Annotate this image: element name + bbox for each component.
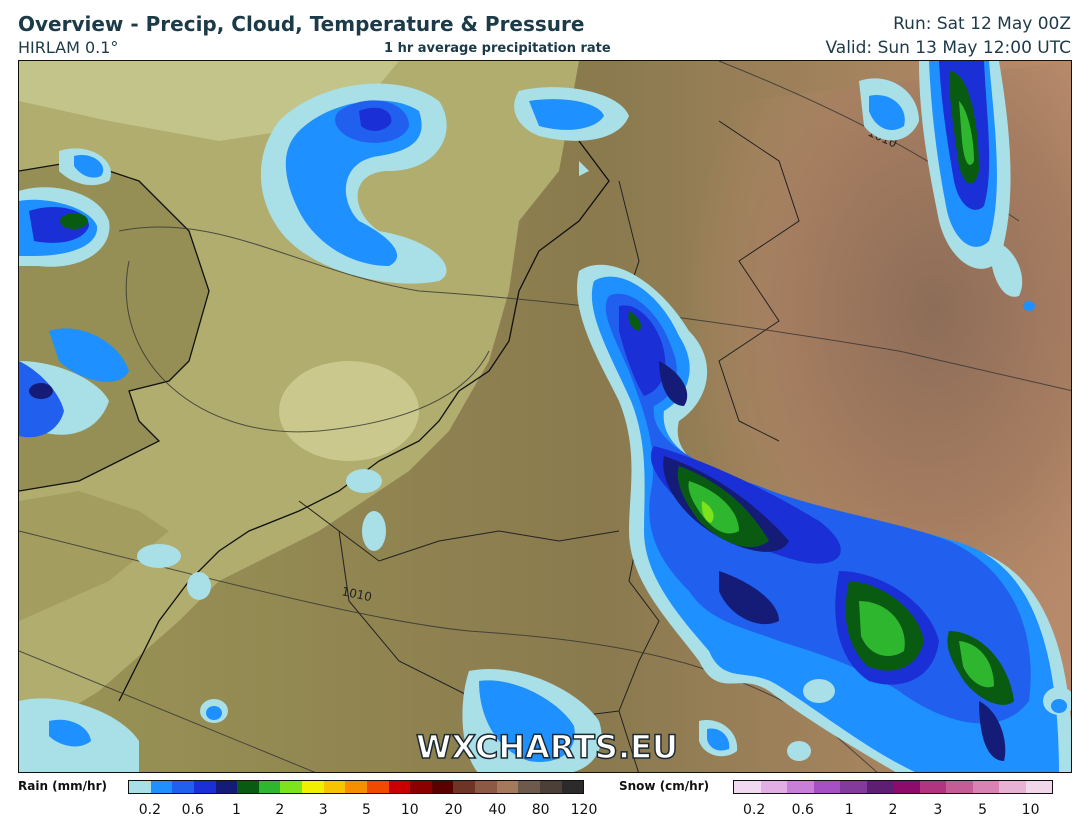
rain-color-swatch <box>561 781 584 793</box>
rain-tick-label: 120 <box>570 802 598 818</box>
rain-legend-label: Rain (mm/hr) <box>18 779 107 793</box>
rain-tick-label: 80 <box>531 802 550 818</box>
precip-cell <box>514 87 629 176</box>
snow-color-swatch <box>787 781 814 793</box>
snow-color-swatch <box>1025 781 1052 793</box>
precip-cell <box>577 264 1071 772</box>
rain-color-swatch <box>193 781 216 793</box>
snow-color-swatch <box>840 781 867 793</box>
rain-color-swatch <box>366 781 389 793</box>
rain-tick-label: 1 <box>232 802 241 818</box>
rain-colorbar <box>128 780 584 794</box>
snow-color-swatch <box>893 781 920 793</box>
rain-color-swatch <box>475 781 497 793</box>
rain-tick-label: 5 <box>362 802 371 818</box>
rain-tick-label: 3 <box>318 802 328 818</box>
snow-color-swatch <box>999 781 1026 793</box>
isobar-label: 1010 <box>340 584 373 604</box>
precip-cell <box>260 83 447 284</box>
valid-time: Valid: Sun 13 May 12:00 UTC <box>825 38 1071 58</box>
precip-cell <box>19 148 129 438</box>
rain-tick-label: 2 <box>275 802 285 818</box>
rain-color-swatch <box>453 781 475 793</box>
precip-cell <box>859 61 1023 297</box>
rain-tick-label: 10 <box>400 802 419 818</box>
snow-color-swatch <box>813 781 840 793</box>
rain-color-swatch <box>280 781 302 793</box>
snow-legend-label: Snow (cm/hr) <box>619 779 710 793</box>
chart-subtitle: 1 hr average precipitation rate <box>384 41 611 56</box>
rain-color-swatch <box>302 781 324 793</box>
england-land <box>19 491 169 621</box>
rain-tick-label: 0.2 <box>138 802 162 818</box>
map-canvas: 1010 1010 <box>19 61 1071 772</box>
country-border <box>718 120 800 442</box>
rain-tick-label: 0.6 <box>181 802 204 818</box>
rain-color-swatch <box>518 781 540 793</box>
watermark: WXCHARTS.EU <box>416 728 678 766</box>
snow-tick-label: 2 <box>888 802 898 818</box>
rain-color-swatch <box>431 781 454 793</box>
isobar <box>118 226 1071 392</box>
snow-tick-label: 10 <box>1021 802 1040 818</box>
rain-color-swatch <box>150 781 173 793</box>
snow-colorbar <box>733 780 1053 794</box>
precip-cell <box>19 301 1071 772</box>
snow-tick-label: 0.6 <box>791 802 814 818</box>
isobar <box>125 260 490 433</box>
rain-color-swatch <box>388 781 411 793</box>
rain-color-swatch <box>237 781 259 793</box>
snow-ticks: 0.2 0.6 1 2 3 5 10 <box>733 802 1053 820</box>
weather-map: 1010 1010 <box>18 60 1072 773</box>
rain-color-swatch <box>410 781 432 793</box>
snow-tick-label: 1 <box>844 802 854 818</box>
rain-tick-label: 40 <box>488 802 507 818</box>
snow-tick-label: 3 <box>933 802 943 818</box>
coastline <box>19 160 210 492</box>
rain-color-swatch <box>129 781 151 793</box>
rain-color-swatch <box>539 781 562 793</box>
rain-color-swatch <box>172 781 194 793</box>
model-name: HIRLAM 0.1° <box>18 38 119 57</box>
isobar <box>19 650 316 772</box>
rain-color-swatch <box>496 781 519 793</box>
snow-color-swatch <box>866 781 893 793</box>
snow-color-swatch <box>946 781 973 793</box>
rain-color-swatch <box>323 781 346 793</box>
snow-color-swatch <box>760 781 787 793</box>
rain-color-swatch <box>215 781 238 793</box>
snow-tick-label: 5 <box>978 802 988 818</box>
snow-color-swatch <box>734 781 761 793</box>
chart-title: Overview - Precip, Cloud, Temperature & … <box>18 12 585 36</box>
snow-tick-label: 0.2 <box>742 802 766 818</box>
sea-pale-area <box>279 361 419 461</box>
rain-color-swatch <box>258 781 281 793</box>
rain-color-swatch <box>345 781 367 793</box>
rain-tick-label: 20 <box>444 802 463 818</box>
snow-color-swatch <box>919 781 946 793</box>
snow-color-swatch <box>972 781 999 793</box>
run-time: Run: Sat 12 May 00Z <box>893 14 1071 34</box>
rain-ticks: 0.2 0.6 1 2 3 5 10 20 40 80 120 <box>128 802 598 820</box>
